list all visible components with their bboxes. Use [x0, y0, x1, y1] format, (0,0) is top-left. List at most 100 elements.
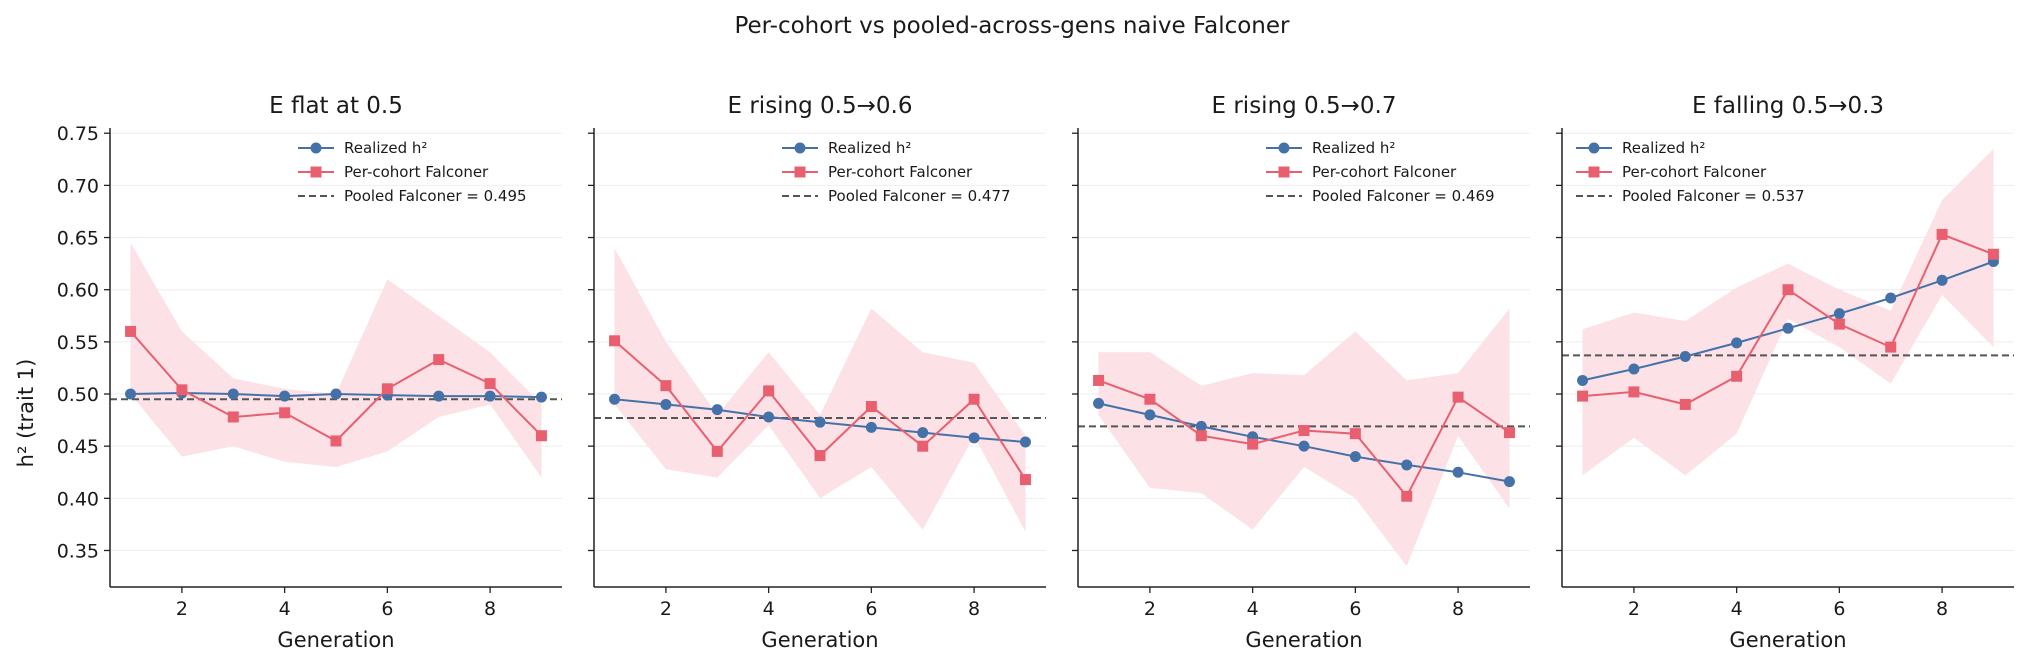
- legend: Realized h² Per-cohort Falconer Pooled Fal…: [298, 139, 527, 205]
- realized-point: [330, 388, 342, 400]
- realized-point: [433, 390, 445, 402]
- legend-label: Per-cohort Falconer: [344, 163, 489, 181]
- panel-1: 0.35 0.40 0.45 0.50 0.55 0.60 0.65 0.70 0.75 2 4 6 8…: [57, 93, 562, 652]
- realized-point: [1349, 451, 1361, 463]
- legend-label: Realized h²: [1622, 139, 1705, 157]
- falconer-point: [176, 384, 188, 396]
- falconer-point: [1885, 341, 1897, 353]
- realized-point: [609, 393, 621, 405]
- realized-point: [1144, 409, 1156, 421]
- realized-point: [660, 398, 672, 410]
- y-tick-label: 0.60: [57, 280, 99, 302]
- legend-label: Per-cohort Falconer: [828, 163, 973, 181]
- y-tick-label: 0.40: [57, 488, 99, 510]
- y-tick-label: 0.70: [57, 175, 99, 197]
- x-tick-label: 4: [763, 598, 775, 620]
- falconer-band: [1582, 148, 1994, 476]
- panel-title: E rising 0.5→0.6: [728, 93, 913, 119]
- x-tick-label: 8: [1452, 598, 1464, 620]
- realized-point: [865, 421, 877, 433]
- panel-title: E rising 0.5→0.7: [1212, 93, 1397, 119]
- falconer-point: [814, 450, 826, 462]
- realized-point: [1679, 350, 1691, 362]
- realized-point: [1833, 308, 1845, 320]
- x-tick-label: 8: [1936, 598, 1948, 620]
- x-tick-label: 6: [865, 598, 877, 620]
- realized-point: [227, 388, 239, 400]
- realized-point: [1731, 337, 1743, 349]
- realized-point: [1298, 440, 1310, 452]
- falconer-point: [609, 335, 621, 347]
- legend: Realized h² Per-cohort Falconer Pooled Fal…: [782, 139, 1011, 205]
- falconer-point: [1628, 386, 1640, 398]
- legend-circle-marker: [1588, 142, 1600, 154]
- x-tick-label: 2: [1628, 598, 1640, 620]
- falconer-point: [484, 378, 496, 390]
- legend-square-marker: [1278, 166, 1290, 178]
- y-axis-label: h² (trait 1): [14, 359, 38, 468]
- legend-label: Pooled Falconer = 0.495: [344, 187, 527, 205]
- falconer-point: [125, 325, 137, 337]
- falconer-point: [1019, 474, 1031, 486]
- x-axis-label: Generation: [1245, 628, 1362, 652]
- falconer-point: [330, 435, 342, 447]
- panel-title: E flat at 0.5: [269, 93, 403, 119]
- falconer-point: [1782, 284, 1794, 296]
- falconer-point: [1833, 318, 1845, 330]
- realized-point: [1577, 374, 1589, 386]
- realized-point: [1195, 420, 1207, 432]
- legend-square-marker: [310, 166, 322, 178]
- falconer-point: [1987, 248, 1999, 260]
- x-tick-label: 6: [1833, 598, 1845, 620]
- x-tick-label: 4: [1247, 598, 1259, 620]
- realized-point: [125, 388, 137, 400]
- realized-point: [1019, 436, 1031, 448]
- falconer-point: [1401, 490, 1413, 502]
- falconer-point: [865, 401, 877, 413]
- panel-4: 2 4 6 8 E falling 0.5→0.3 Generation Realized …: [1556, 93, 2014, 652]
- falconer-point: [1349, 428, 1361, 440]
- x-tick-label: 2: [660, 598, 672, 620]
- x-tick-label: 2: [176, 598, 188, 620]
- legend-label: Pooled Falconer = 0.537: [1622, 187, 1805, 205]
- realized-point: [917, 427, 929, 439]
- legend-label: Realized h²: [344, 139, 427, 157]
- legend-label: Per-cohort Falconer: [1312, 163, 1457, 181]
- falconer-point: [535, 430, 547, 442]
- x-tick-label: 6: [1349, 598, 1361, 620]
- falconer-point: [1503, 427, 1515, 439]
- legend-label: Realized h²: [828, 139, 911, 157]
- y-tick-label: 0.45: [57, 436, 99, 458]
- realized-point: [1782, 322, 1794, 334]
- realized-point: [763, 411, 775, 423]
- legend-label: Pooled Falconer = 0.469: [1312, 187, 1495, 205]
- y-tick-label: 0.50: [57, 384, 99, 406]
- falconer-band: [614, 248, 1026, 532]
- falconer-point: [1093, 374, 1105, 386]
- y-tick-label: 0.35: [57, 540, 99, 562]
- legend: Realized h² Per-cohort Falconer Pooled Fal…: [1576, 139, 1805, 205]
- legend-circle-marker: [794, 142, 806, 154]
- realized-point: [711, 404, 723, 416]
- x-tick-label: 4: [1731, 598, 1743, 620]
- legend-circle-marker: [1278, 142, 1290, 154]
- legend-label: Per-cohort Falconer: [1622, 163, 1767, 181]
- y-tick-label: 0.55: [57, 332, 99, 354]
- x-tick-label: 8: [968, 598, 980, 620]
- legend-circle-marker: [310, 142, 322, 154]
- x-tick-label: 8: [484, 598, 496, 620]
- panel-title: E falling 0.5→0.3: [1692, 93, 1884, 119]
- falconer-point: [1731, 370, 1743, 382]
- legend: Realized h² Per-cohort Falconer Pooled Fal…: [1266, 139, 1495, 205]
- falconer-point: [381, 383, 393, 395]
- realized-point: [1936, 274, 1948, 286]
- falconer-point: [433, 354, 445, 366]
- realized-point: [535, 391, 547, 403]
- realized-point: [1093, 397, 1105, 409]
- falconer-point: [227, 411, 239, 423]
- falconer-point: [1936, 228, 1948, 240]
- realized-point: [484, 390, 496, 402]
- falconer-band: [1098, 308, 1510, 567]
- falconer-point: [1247, 438, 1259, 450]
